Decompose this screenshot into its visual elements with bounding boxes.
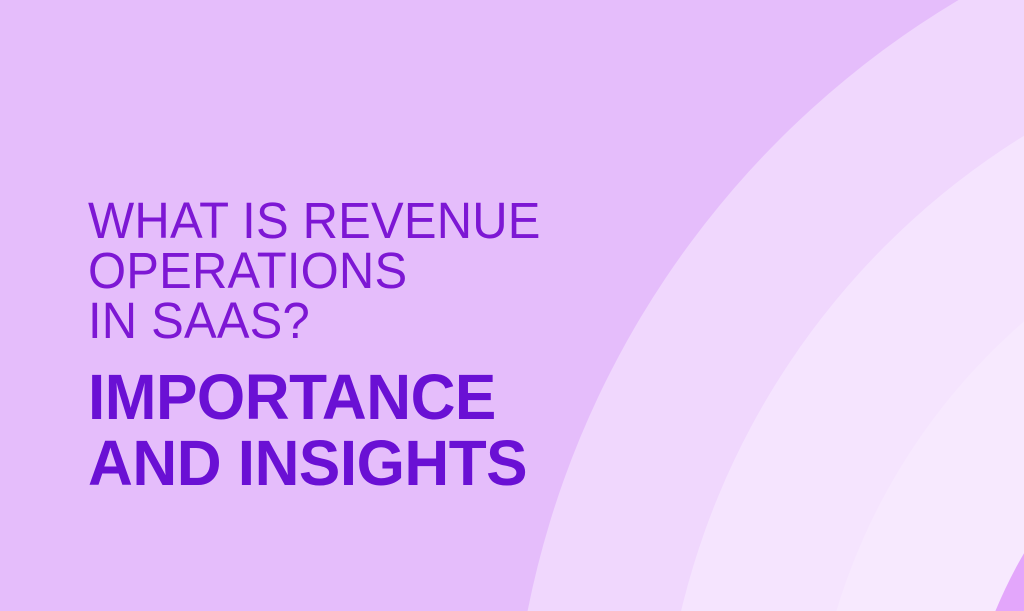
arc-disc-core — [995, 553, 1024, 611]
title-block: WHAT IS REVENUE OPERATIONS IN SAAS? IMPO… — [88, 192, 848, 499]
page-title: IMPORTANCE AND INSIGHTS — [88, 361, 528, 499]
kicker-heading: WHAT IS REVENUE OPERATIONS IN SAAS? — [88, 192, 541, 349]
arc-ring-inner — [836, 321, 1024, 611]
